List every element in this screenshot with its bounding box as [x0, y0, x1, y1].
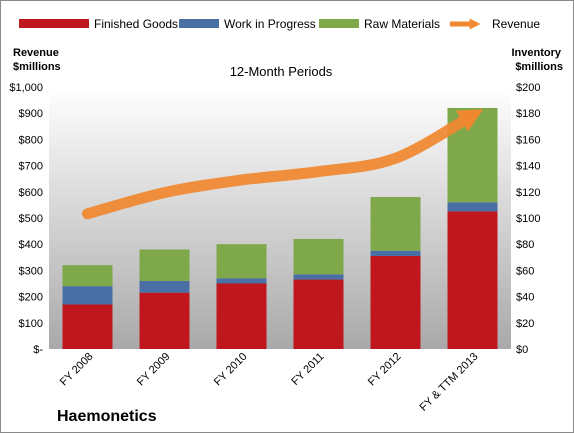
right-axis-title-line2: $millions [515, 61, 563, 73]
revenue-line-path [82, 109, 484, 220]
bar-work-in-progress [370, 250, 421, 256]
right-axis-title-line1: Inventory [511, 47, 561, 59]
bar-work-in-progress [447, 202, 498, 212]
legend-label-finished-goods: Finished Goods [94, 17, 178, 31]
right-tick-label: $0 [516, 344, 528, 356]
legend: Finished Goods Work in Progress Raw Mate… [19, 17, 540, 31]
legend-swatch-work-in-progress [179, 19, 219, 28]
legend-swatch-finished-goods [19, 19, 89, 28]
right-tick-label: $200 [516, 82, 540, 94]
bar-finished-goods [62, 304, 113, 349]
left-tick-label: $200 [19, 292, 43, 304]
bar-work-in-progress [139, 280, 190, 293]
chart-subtitle: 12-Month Periods [230, 64, 333, 79]
left-tick-label: $700 [19, 161, 43, 173]
left-axis-title-line2: $millions [13, 61, 61, 73]
right-tick-label: $80 [516, 239, 534, 251]
legend-swatch-raw-materials [319, 19, 359, 28]
right-tick-label: $40 [516, 292, 534, 304]
category-label: FY 2009 [135, 351, 173, 389]
right-tick-label: $140 [516, 161, 540, 173]
left-tick-label: $100 [19, 318, 43, 330]
category-label: FY 2011 [289, 351, 326, 388]
plot-area [49, 87, 511, 349]
right-tick-label: $100 [516, 213, 540, 225]
category-labels: FY 2008 FY 2009 FY 2010 FY 2011 FY 2012 FY & … [58, 351, 481, 414]
bar-work-in-progress [216, 278, 267, 284]
right-tick-label: $20 [516, 318, 534, 330]
company-name: Haemonetics [57, 408, 157, 425]
right-tick-label: $160 [516, 134, 540, 146]
left-tick-label: $300 [19, 265, 43, 277]
bar-raw-materials [62, 265, 113, 287]
left-tick-label: $900 [19, 108, 43, 120]
legend-label-raw-materials: Raw Materials [364, 17, 440, 31]
right-tick-label: $120 [516, 187, 540, 199]
left-tick-label: $500 [19, 213, 43, 225]
bar-raw-materials [216, 244, 267, 279]
left-tick-label: $800 [19, 134, 43, 146]
left-axis-ticks: $- $100 $200 $300 $400 $500 $600 $700 $800 $900 $1… [9, 82, 43, 356]
category-label: FY & TTM 2013 [418, 351, 481, 414]
bar-finished-goods [447, 211, 498, 349]
bars [62, 107, 498, 349]
right-tick-label: $180 [516, 108, 540, 120]
revenue-line [82, 109, 484, 220]
right-axis-ticks: $0 $20 $40 $60 $80 $100 $120 $140 $160 $180 $200 [516, 82, 540, 356]
legend-label-work-in-progress: Work in Progress [224, 17, 316, 31]
bar-raw-materials [370, 197, 421, 251]
left-tick-label: $600 [19, 187, 43, 199]
bar-raw-materials [293, 238, 344, 275]
bar-finished-goods [139, 292, 190, 349]
legend-label-revenue: Revenue [492, 17, 540, 31]
category-label: FY 2010 [212, 351, 250, 389]
left-tick-label: $- [33, 344, 43, 356]
category-label: FY 2012 [366, 351, 404, 389]
left-tick-label: $400 [19, 239, 43, 251]
bar-work-in-progress [293, 274, 344, 280]
bar-finished-goods [293, 279, 344, 349]
bar-raw-materials [139, 249, 190, 281]
right-tick-label: $60 [516, 265, 534, 277]
bar-finished-goods [216, 283, 267, 349]
left-axis-title-line1: Revenue [13, 47, 59, 59]
bar-finished-goods [370, 255, 421, 349]
bar-work-in-progress [62, 286, 113, 305]
left-tick-label: $1,000 [9, 82, 43, 94]
category-label: FY 2008 [58, 351, 96, 389]
